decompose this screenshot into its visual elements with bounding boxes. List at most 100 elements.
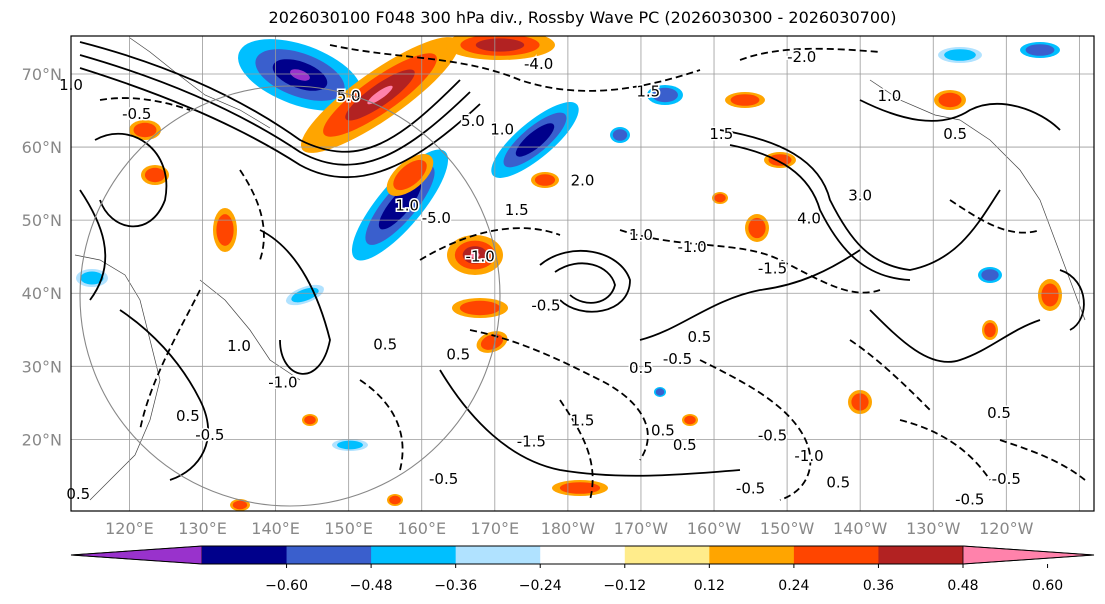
coastline (959, 119, 1086, 321)
contour-label: -1.5 (758, 259, 787, 277)
contour-label: 0.5 (943, 125, 967, 143)
contour-negative (559, 399, 594, 501)
contour-label: -0.5 (736, 479, 765, 497)
projection-circle (79, 85, 501, 507)
contour-positive (554, 262, 616, 304)
contour-label: 0.5 (673, 436, 697, 454)
contour-negative (99, 97, 191, 111)
colorbar-segment (540, 546, 626, 564)
coastline (869, 79, 961, 121)
latitude-label: 20°N (22, 430, 62, 449)
colorbar-segment (709, 546, 795, 564)
colorbar-outline (70, 545, 1095, 565)
colorbar-segment (202, 546, 288, 564)
longitude-label: 160°W (687, 519, 742, 538)
divergence-patch (714, 193, 726, 203)
colorbar-tick-label: 0.36 (863, 578, 894, 594)
contour-label: 1.0 (877, 87, 901, 105)
divergence-patch (80, 271, 104, 285)
contour-negative (239, 169, 265, 261)
latitude-label: 70°N (22, 65, 62, 84)
contour-label: 0.5 (687, 328, 711, 346)
colorbar-tick-label: −0.24 (519, 578, 562, 594)
divergence-patch (515, 123, 555, 157)
contour-positive (539, 249, 631, 313)
divergence-patch (470, 251, 480, 259)
contour-negative (419, 227, 561, 261)
longitude-label: 160°E (397, 519, 446, 538)
colorbar-segment (793, 546, 879, 564)
contour-label: -1.0 (794, 447, 823, 465)
contour-label: -1.5 (517, 433, 546, 451)
colorbar-tick-label: −0.12 (603, 578, 646, 594)
contour-label: 1.0 (490, 121, 514, 139)
longitude-label: 130°E (178, 519, 227, 538)
colorbar-segment (878, 546, 964, 564)
contour-label: -5.0 (422, 209, 451, 227)
divergence-patch (367, 85, 393, 105)
colorbar: −0.60 −0.48 −0.36 −0.24 −0.12 0.12 0.24 0.36 0.4… (70, 545, 1095, 594)
divergence-patch (144, 167, 166, 183)
divergence-patch (389, 495, 401, 505)
colorbar-tick-label: 0.48 (947, 578, 978, 594)
contour-positive (79, 67, 481, 179)
contour-negative (899, 419, 991, 481)
divergence-patch (290, 69, 310, 81)
divergence-patch (938, 92, 962, 108)
contour-negative (469, 329, 649, 461)
divergence-patch (534, 174, 556, 186)
contour-label: 0.5 (651, 422, 675, 440)
contour-label: 1.0 (227, 337, 251, 355)
contour-label: 0.5 (373, 335, 397, 353)
colorbar-segment (455, 546, 541, 564)
divergence-patch (216, 214, 234, 246)
divergence-patch (984, 322, 996, 338)
divergence-patch (291, 287, 319, 303)
contour-label: 1.5 (571, 411, 595, 429)
contour-label: 0.5 (629, 359, 653, 377)
colorbar-tick-label: 0.24 (778, 578, 809, 594)
longitude-label: 180°W (541, 519, 596, 538)
contour-positive (79, 54, 471, 166)
divergence-patch (652, 87, 678, 103)
contour-positive (79, 189, 107, 301)
contour-label: 0.5 (176, 407, 200, 425)
contour-label: -0.5 (992, 470, 1021, 488)
colorbar-tick-label: −0.36 (434, 578, 477, 594)
contour-label: -0.5 (531, 297, 560, 315)
contour-label: 0.5 (446, 346, 470, 364)
colorbar-segment (371, 546, 457, 564)
longitude-labels: 120°E 130°E 140°E 150°E 160°E 170°E 180°W 170°W… (105, 519, 1034, 538)
divergence-patch (655, 388, 665, 396)
contour-label: -1.0 (677, 238, 706, 256)
contour-negative (849, 339, 931, 411)
colorbar-segment (286, 546, 372, 564)
divergence-patch (232, 500, 248, 510)
divergence-patch (559, 482, 601, 494)
contour-label: -0.5 (429, 470, 458, 488)
longitude-label: 140°E (251, 519, 300, 538)
colorbar-max-extend (962, 545, 1095, 565)
divergence-patch (748, 217, 766, 239)
contour-negative (949, 199, 1041, 234)
map-panel[interactable]: -2.0 -4.0 1.0 -0.5 5.0 5.0 1.0 1.5 1.0 1.5 0.5 3.0 4… (58, 21, 1095, 512)
colorbar-tick-label: 0.60 (1032, 578, 1063, 594)
latitude-label: 50°N (22, 211, 62, 230)
longitude-label: 140°W (833, 519, 888, 538)
longitude-label: 120°W (979, 519, 1034, 538)
longitude-label: 170°W (614, 519, 669, 538)
colorbar-tick-label: 0.12 (694, 578, 725, 594)
divergence-patch (459, 300, 501, 316)
longitude-label: 150°W (760, 519, 815, 538)
divergence-patch (944, 49, 976, 61)
contour-negative (699, 359, 812, 501)
contour-positive (869, 309, 1041, 363)
colorbar-tick-label: −0.48 (350, 578, 393, 594)
contour-positive (259, 229, 331, 375)
contour-label: -0.5 (758, 427, 787, 445)
contour-positive (119, 309, 209, 481)
contour-positive (719, 129, 1001, 271)
divergence-patch (378, 180, 422, 230)
longitude-label: 120°E (105, 519, 154, 538)
contour-label: 5.0 (337, 87, 361, 105)
